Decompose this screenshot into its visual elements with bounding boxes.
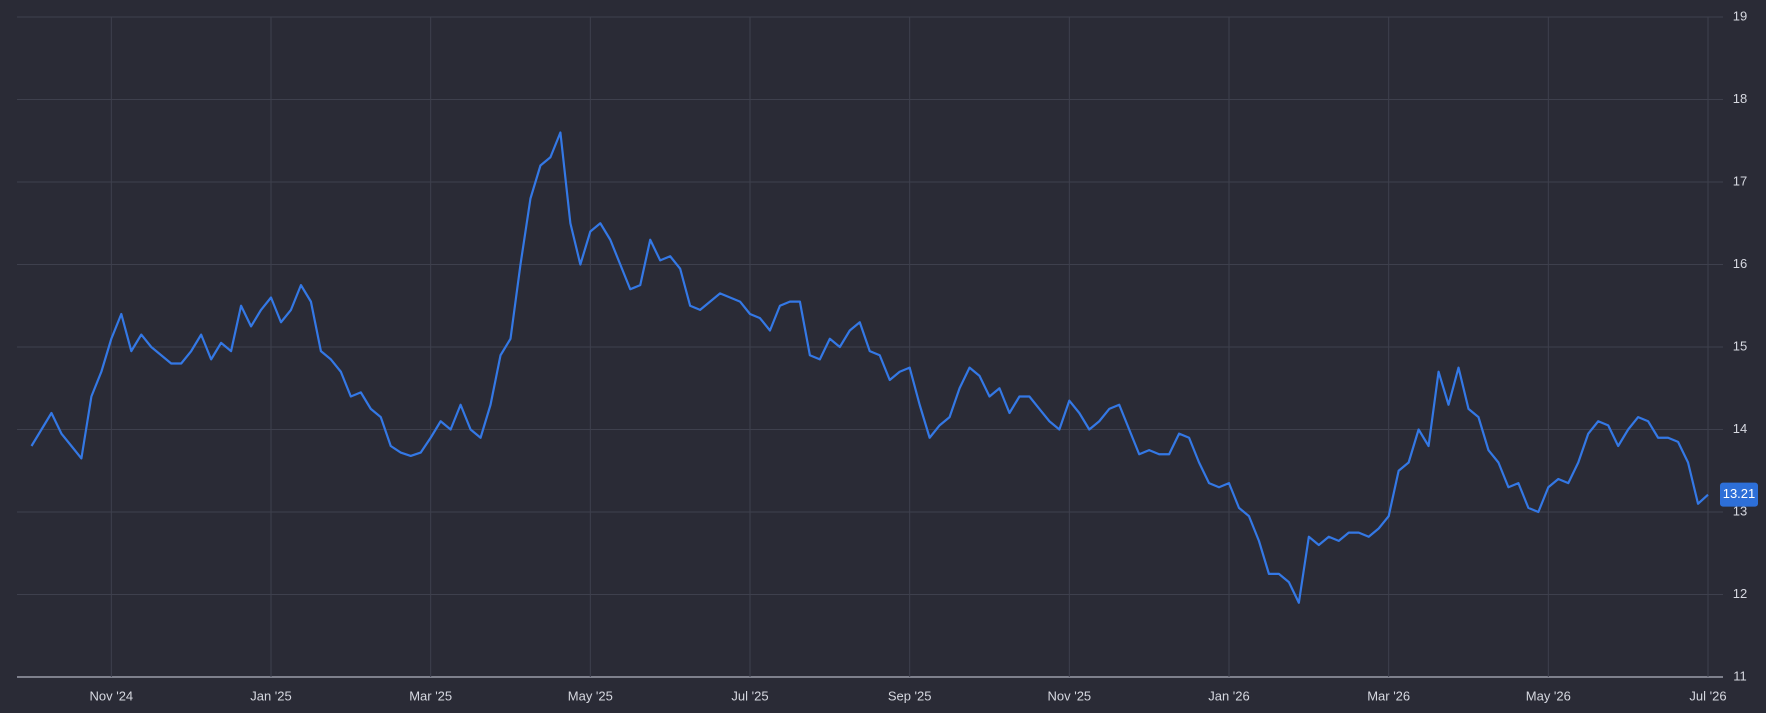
y-tick-label: 12 — [1733, 586, 1747, 601]
y-tick-label: 15 — [1733, 338, 1747, 353]
x-tick-label: Sep '25 — [888, 688, 932, 703]
y-tick-label: 13 — [1733, 503, 1747, 518]
x-tick-label: Nov '25 — [1047, 688, 1091, 703]
x-tick-label: Jul '26 — [1689, 688, 1726, 703]
x-tick-label: Mar '25 — [409, 688, 452, 703]
x-tick-label: May '25 — [568, 688, 613, 703]
y-tick-label: 18 — [1733, 91, 1747, 106]
y-tick-label: 19 — [1733, 8, 1747, 23]
x-tick-label: May '26 — [1526, 688, 1571, 703]
last-value-badge — [1720, 482, 1758, 507]
y-tick-label: 16 — [1733, 256, 1747, 271]
y-tick-label: 14 — [1733, 421, 1747, 436]
x-tick-label: Jul '25 — [731, 688, 768, 703]
last-value-label: 13.21 — [1723, 486, 1756, 501]
y-tick-label: 17 — [1733, 173, 1747, 188]
y-tick-label: 11 — [1733, 668, 1747, 683]
x-tick-label: Nov '24 — [89, 688, 133, 703]
line-series — [30, 131, 1709, 604]
x-tick-label: Mar '26 — [1367, 688, 1410, 703]
x-tick-label: Jan '25 — [250, 688, 292, 703]
x-tick-label: Jan '26 — [1208, 688, 1250, 703]
